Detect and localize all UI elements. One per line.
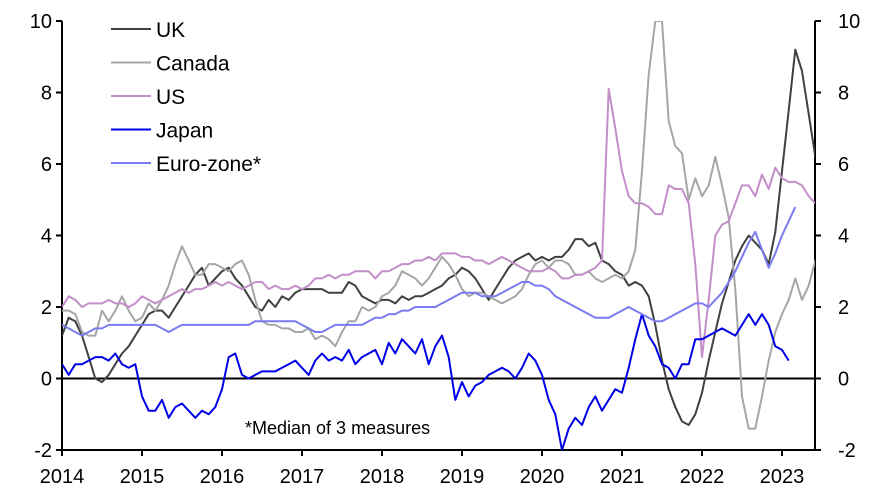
y-tick-label-right: 2 [838,297,849,319]
y-tick-label-right: 10 [838,11,860,33]
series-lines [62,21,815,450]
axes: -2 -2 0 0 2 2 4 4 6 6 8 8 10 10 2014 2015 2016 2017 2018 20… [30,11,861,488]
x-tick-label: 2023 [760,466,805,488]
y-tick-label-right: 4 [838,226,849,248]
x-tick-label: 2015 [120,466,165,488]
annotation-note: *Median of 3 measures [245,418,430,438]
x-tick-label: 2021 [600,466,645,488]
legend: UK Canada US Japan Euro-zone* [111,19,261,176]
x-tick-label: 2020 [520,466,565,488]
legend-label: Euro-zone* [156,153,261,176]
x-tick-label: 2019 [440,466,485,488]
y-tick-label-left: 2 [41,297,52,319]
y-tick-label-right: 8 [838,83,849,105]
y-tick-label-left: 0 [41,369,52,391]
series-line-canada [62,21,815,430]
x-tick-label: 2016 [200,466,245,488]
x-tick-label: 2022 [680,466,725,488]
y-tick-label-left: 4 [41,226,52,248]
y-tick-label-right: -2 [838,440,856,462]
series-line-eurozone [62,206,797,337]
x-tick-label: 2018 [360,466,405,488]
y-tick-label-left: 10 [30,11,52,33]
y-tick-label-left: -2 [34,440,52,462]
legend-label: US [156,86,185,109]
series-line-us [62,87,815,359]
x-tick-label: 2014 [40,466,85,488]
y-tick-label-left: 6 [41,154,52,176]
y-tick-label-right: 6 [838,154,849,176]
legend-label: UK [156,19,185,42]
y-tick-label-right: 0 [838,369,849,391]
legend-label: Japan [156,120,213,143]
x-tick-label: 2017 [280,466,325,488]
legend-label: Canada [156,53,230,76]
series-line-japan [62,313,790,450]
y-tick-label-left: 8 [41,83,52,105]
